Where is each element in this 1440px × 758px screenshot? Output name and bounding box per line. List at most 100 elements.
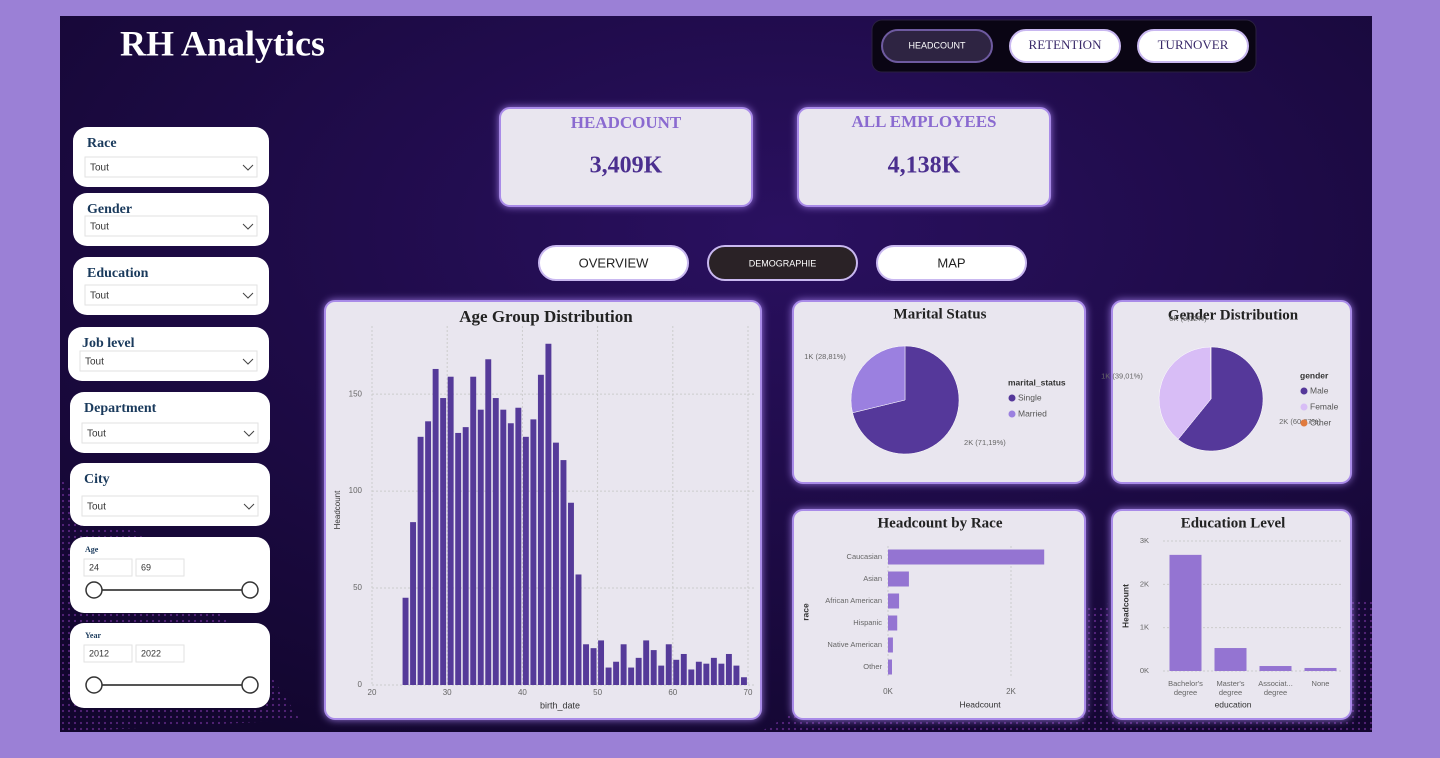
nav-button[interactable] xyxy=(881,29,993,63)
bar xyxy=(710,657,717,685)
bar xyxy=(718,663,725,685)
nav-label[interactable]: HEADCOUNT xyxy=(908,40,966,50)
legend-swatch xyxy=(1008,394,1016,402)
dropdown-arrow xyxy=(242,223,254,230)
nav-button[interactable] xyxy=(1137,29,1249,63)
filter-label: Gender xyxy=(87,202,132,217)
range-input[interactable] xyxy=(135,644,185,663)
range-value[interactable]: 69 xyxy=(141,562,151,572)
tab-button[interactable] xyxy=(876,245,1027,281)
range-value[interactable]: 2012 xyxy=(89,648,109,658)
dropdown-value[interactable]: Tout xyxy=(87,502,106,513)
data-label: 2K (60,87%) xyxy=(1279,417,1321,426)
range-input[interactable] xyxy=(135,558,185,577)
dropdown[interactable] xyxy=(84,156,258,178)
range-value[interactable]: 2022 xyxy=(141,648,161,658)
bar xyxy=(590,648,597,685)
tab-label[interactable]: DEMOGRAPHIE xyxy=(749,258,817,268)
dropdown-value[interactable]: Tout xyxy=(85,357,104,368)
x-tick-label-box: None xyxy=(1311,679,1330,688)
y-tick-label: African American xyxy=(825,596,882,605)
chart-title: Marital Status xyxy=(894,306,987,322)
x-axis-label: birth_date xyxy=(540,700,580,710)
data-label: 1K (28,81%) xyxy=(804,352,846,361)
y-tick-label: Hispanic xyxy=(853,618,882,627)
slider-handle[interactable] xyxy=(241,581,259,599)
x-axis-label: Headcount xyxy=(959,699,1001,709)
range-label: Age xyxy=(85,545,99,554)
dropdown[interactable] xyxy=(84,215,258,237)
legend-swatch xyxy=(1300,387,1308,395)
legend-title: gender xyxy=(1300,370,1329,380)
dropdown[interactable] xyxy=(81,422,259,444)
bar xyxy=(725,653,732,685)
bar xyxy=(545,343,552,685)
bar xyxy=(575,574,582,685)
bar xyxy=(1304,667,1337,671)
range-card xyxy=(70,623,270,708)
x-tick-label: 60 xyxy=(668,688,677,697)
x-tick-label: Master's degree xyxy=(1216,679,1245,697)
bar xyxy=(643,640,650,685)
kpi-label: ALL EMPLOYEES xyxy=(851,112,996,131)
dropdown-value[interactable]: Tout xyxy=(87,429,106,440)
legend-label: Married xyxy=(1018,408,1047,418)
legend-swatch xyxy=(1300,419,1308,427)
bar xyxy=(515,407,522,685)
bar xyxy=(695,661,702,685)
x-tick-label: 30 xyxy=(443,688,452,697)
range-input[interactable] xyxy=(83,558,133,577)
x-tick-label: 0K xyxy=(883,687,893,696)
tab-label[interactable]: OVERVIEW xyxy=(579,255,650,270)
bar xyxy=(1169,554,1202,671)
dropdown-arrow xyxy=(243,503,255,510)
dropdown-value[interactable]: Tout xyxy=(90,163,109,174)
tab-button[interactable] xyxy=(538,245,689,281)
y-tick-label: 0K xyxy=(1140,666,1149,675)
tab-button[interactable] xyxy=(707,245,858,281)
slider-handle[interactable] xyxy=(241,676,259,694)
bar xyxy=(733,665,740,685)
bar xyxy=(530,419,537,685)
dropdown[interactable] xyxy=(79,350,258,372)
nav-label[interactable]: TURNOVER xyxy=(1158,37,1229,52)
legend-label: Single xyxy=(1018,392,1042,402)
dropdown[interactable] xyxy=(84,284,258,306)
dropdown-arrow xyxy=(242,358,254,365)
kpi-card xyxy=(499,107,753,207)
dropdown[interactable] xyxy=(81,495,259,517)
bar xyxy=(620,644,627,685)
slider-handle[interactable] xyxy=(85,676,103,694)
pie-slice xyxy=(1177,346,1264,452)
x-tick-label: 2K xyxy=(1006,687,1016,696)
bar xyxy=(485,359,492,685)
nav-button[interactable] xyxy=(1009,29,1121,63)
y-tick-label: 2K xyxy=(1140,579,1149,588)
filter-label: Department xyxy=(84,401,157,416)
x-tick-label: None xyxy=(1311,679,1330,688)
dropdown-arrow xyxy=(242,164,254,171)
bar xyxy=(665,644,672,685)
bar xyxy=(492,398,499,685)
chart-title: Age Group Distribution xyxy=(459,307,633,326)
bar xyxy=(673,659,680,685)
y-axis-label: race xyxy=(800,603,810,621)
bar xyxy=(552,442,559,685)
bar xyxy=(432,368,439,685)
dropdown-value[interactable]: Tout xyxy=(90,222,109,233)
dropdown-value[interactable]: Tout xyxy=(90,291,109,302)
y-tick-label: Caucasian xyxy=(847,552,882,561)
bar xyxy=(507,423,514,685)
chart-title: Gender Distribution xyxy=(1168,307,1299,323)
bar xyxy=(462,427,469,685)
range-input[interactable] xyxy=(83,644,133,663)
chart-title: Headcount by Race xyxy=(878,515,1003,531)
y-tick-label: 100 xyxy=(349,486,363,495)
bar xyxy=(598,640,605,685)
nav-label[interactable]: RETENTION xyxy=(1029,37,1103,52)
slider-handle[interactable] xyxy=(85,581,103,599)
tab-label[interactable]: MAP xyxy=(937,255,965,270)
x-tick-label: 50 xyxy=(593,688,602,697)
bar xyxy=(410,522,417,685)
range-value[interactable]: 24 xyxy=(89,562,99,572)
